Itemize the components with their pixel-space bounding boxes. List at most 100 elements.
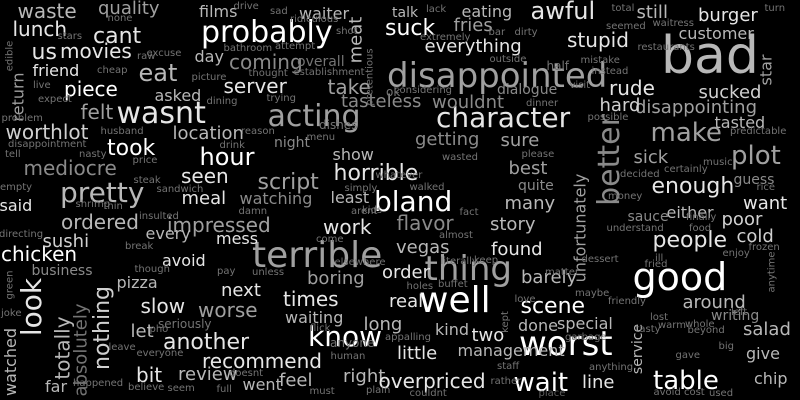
word-mediocre: mediocre [23,156,117,180]
word-whole: whole [685,319,715,330]
word-understand: understand [606,223,664,234]
word-place: place [538,388,566,399]
word-lunch: lunch [12,17,68,41]
word-customer: customer [678,24,754,43]
word-bathroom: bathroom [223,43,273,54]
word-waiter: waiter [299,4,350,23]
word-people: people [652,228,728,253]
word-nasty: nasty [79,149,107,160]
word-walked: walked [409,182,445,193]
word-times: times [283,287,339,311]
word-gave: gave [675,350,701,361]
word-kind: kind [435,320,470,339]
word-server: server [223,74,287,98]
word-picture: picture [191,72,227,83]
word-either: either [666,203,714,222]
word-sure: sure [500,130,540,151]
word-sushi: sushi [42,231,90,252]
word-movies: movies [60,39,132,63]
word-sandwich: sandwich [156,184,204,195]
word-sauce: sauce [627,209,669,225]
word-least: least [330,188,370,207]
word-went: went [242,375,282,394]
word-friendly: friendly [608,296,646,307]
word-total: total [611,3,635,14]
word-flick: flick [310,323,331,334]
word-thing: thing [424,249,512,289]
word-tasted: tasted [714,113,766,132]
word-restaurants: restaurants [637,42,695,53]
word-trying: trying [266,93,296,104]
word-took: took [107,136,156,161]
word-pizza: pizza [116,273,158,292]
word-done: done [518,316,558,335]
word-recommend: recommend [202,349,322,373]
word-turn: turn [764,3,786,14]
word-piece: piece [64,77,118,101]
word-damn: damn [238,206,268,217]
word-wouldnt: wouldnt [432,92,505,113]
word-character: character [436,101,571,134]
word-waste: waste [17,0,77,23]
word-please: please [521,149,555,160]
word-take: take [327,75,371,99]
word-felt: felt [80,100,114,124]
word-feel: feel [279,370,313,391]
word-best: best [508,158,548,179]
word-found: found [491,239,543,260]
word-disappointed: disappointed [387,56,608,96]
word-salad: salad [743,319,791,340]
word-drive: drive [233,1,259,12]
word-stars: stars [57,31,83,42]
word-holes: holes [406,281,434,292]
word-happened: happened [73,378,124,389]
word-expect: expect [38,94,72,105]
word-tasty: tasty [635,324,661,335]
word-raw: raw [137,51,156,62]
word-maybe: maybe [575,288,610,299]
word-seen: seen [181,164,229,188]
word-reason: reason [241,126,275,137]
word-around: around [682,292,746,313]
word-love: love [514,294,536,305]
word-empty: empty [0,182,33,193]
word-know: know [308,320,382,353]
word-avoid-cost: avoid cost [653,387,705,398]
word-barely: barely [521,267,578,288]
word-fried: fried [644,259,668,270]
word-worse: worse [198,298,258,322]
word-leave: leave [108,342,136,353]
word-asked: asked [154,86,202,105]
word-edible: edible [3,40,15,72]
word-plain: plain [366,385,391,396]
word-considering: considering [394,85,453,96]
word-quite: quite [518,178,554,194]
word-slow: slow [140,294,186,318]
word-poor: poor [721,209,763,230]
word-getting: getting [415,129,480,150]
word-cold: cold [736,226,774,247]
word-price: price [132,155,158,166]
word-show: show [332,145,374,164]
word-extremely: extremely [420,32,471,43]
word-dialogue: dialogue [497,82,558,98]
word-well: well [419,280,491,321]
word-ridiculous: ridiculous [290,14,339,25]
word-bad: bad [661,26,759,86]
word-make: make [650,118,722,148]
word-script: script [257,170,319,195]
word-nothing: nothing [90,286,115,370]
word-cheap: cheap [97,65,128,76]
word-probably: probably [201,15,333,50]
word-food: food [689,223,712,234]
word-whatever: whatever [375,170,423,181]
word-impressed: impressed [167,213,271,237]
word-many: many [504,193,556,214]
word-thought: thought [248,68,288,79]
word-enough: enough [651,174,735,199]
word-star: star [756,54,775,86]
word-seemed: seemed [606,21,646,32]
word-disappointing: disappointing [635,97,758,118]
word-wasted: wasted [442,152,478,163]
